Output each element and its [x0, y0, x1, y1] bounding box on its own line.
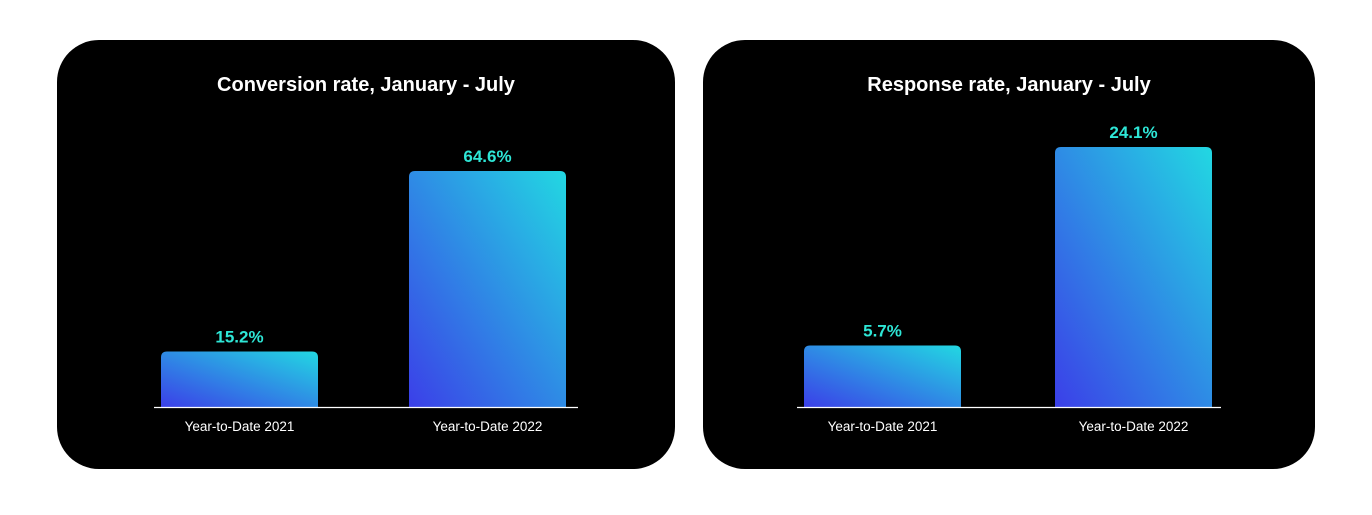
response-category-label-1: Year-to-Date 2021 — [828, 419, 938, 434]
conversion-value-label-1: 15.2% — [215, 327, 263, 346]
response-value-label-2: 24.1% — [1109, 123, 1157, 142]
conversion-category-label-2: Year-to-Date 2022 — [433, 419, 543, 434]
response-chart-title: Response rate, January - July — [867, 74, 1151, 96]
response-bar-2 — [1055, 147, 1212, 407]
response-bar-1 — [804, 345, 961, 407]
response-value-label-1: 5.7% — [863, 322, 902, 341]
response-rate-chart-card: Response rate, January - July 5.7% Year-to… — [703, 40, 1315, 469]
conversion-chart-title: Conversion rate, January - July — [217, 74, 516, 96]
conversion-value-label-2: 64.6% — [463, 147, 511, 166]
response-rate-chart: Response rate, January - July 5.7% Year-to… — [797, 74, 1221, 434]
conversion-rate-chart-card: Conversion rate, January - July 15.2% Year… — [57, 40, 675, 469]
conversion-bar-2 — [409, 171, 566, 407]
conversion-rate-chart: Conversion rate, January - July 15.2% Year… — [154, 74, 578, 434]
conversion-category-label-1: Year-to-Date 2021 — [185, 419, 295, 434]
response-category-label-2: Year-to-Date 2022 — [1079, 419, 1189, 434]
conversion-bar-1 — [161, 351, 318, 407]
